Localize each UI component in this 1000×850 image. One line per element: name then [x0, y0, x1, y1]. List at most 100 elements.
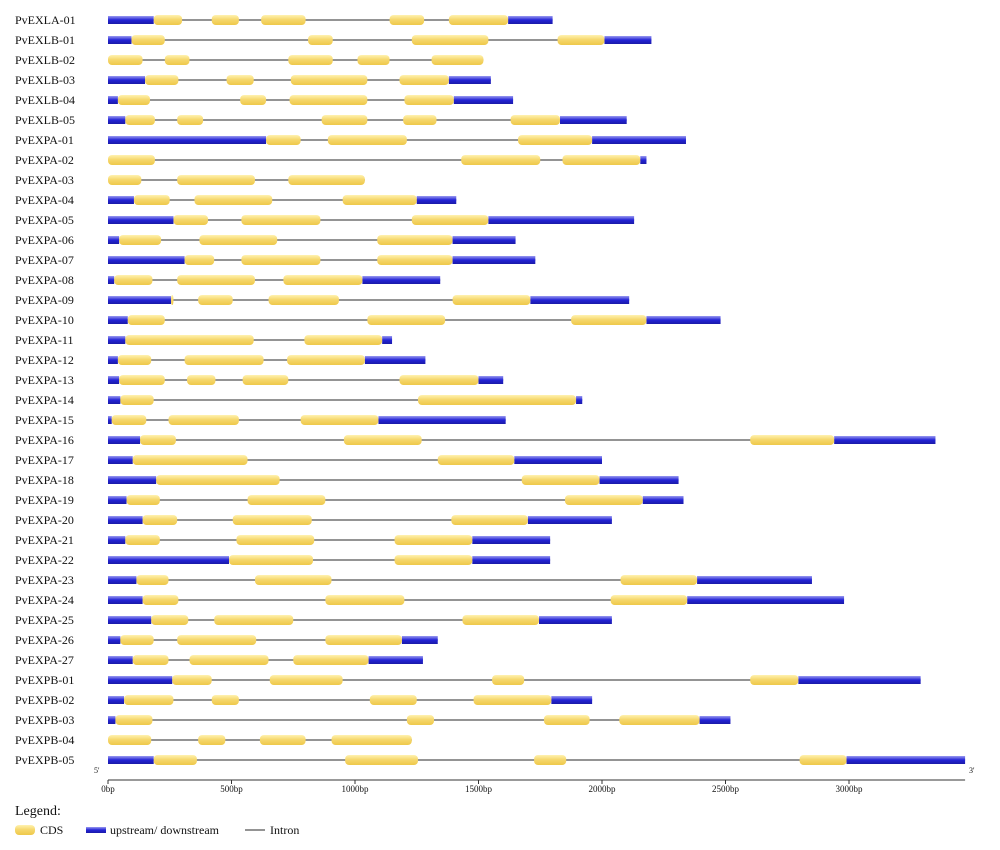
utr-segment	[514, 456, 602, 464]
utr-segment	[108, 576, 137, 584]
gene-label: PvEXLB-02	[15, 53, 75, 67]
cds-exon	[151, 615, 189, 625]
gene-row: PvEXPA-06	[15, 233, 516, 247]
cds-exon	[198, 735, 226, 745]
cds-exon	[125, 535, 160, 545]
cds-exon	[394, 535, 473, 545]
gene-label: PvEXPB-01	[15, 673, 74, 687]
cds-exon	[411, 35, 489, 45]
utr-segment	[108, 376, 120, 384]
cds-exon	[254, 575, 332, 585]
legend-swatch-utr	[86, 827, 106, 833]
utr-segment	[508, 16, 553, 24]
utr-segment	[472, 556, 551, 564]
cds-exon	[127, 315, 165, 325]
cds-exon	[357, 55, 390, 65]
cds-exon	[518, 135, 593, 145]
gene-row: PvEXPA-19	[15, 493, 684, 507]
gene-row: PvEXLB-03	[15, 73, 491, 87]
gene-row: PvEXLA-01	[15, 13, 553, 27]
cds-exon	[136, 575, 169, 585]
legend-title: Legend:	[15, 804, 61, 819]
cds-exon	[125, 335, 254, 345]
utr-segment	[478, 376, 504, 384]
cds-exon	[451, 515, 528, 525]
cds-exon	[173, 215, 209, 225]
cds-exon	[199, 235, 278, 245]
cds-exon	[229, 555, 314, 565]
cds-exon	[417, 395, 577, 405]
cds-exon	[259, 735, 306, 745]
gene-label: PvEXPA-07	[15, 253, 74, 267]
cds-exon	[404, 95, 454, 105]
legend-label-utr: upstream/ downstream	[110, 823, 220, 837]
legend: Legend: CDS upstream/ downstream Intron	[15, 804, 299, 837]
cds-exon	[172, 675, 212, 685]
gene-label: PvEXPA-13	[15, 373, 74, 387]
cds-exon	[452, 295, 531, 305]
cds-exon	[177, 115, 204, 125]
gene-label: PvEXPA-03	[15, 173, 74, 187]
utr-segment	[642, 496, 684, 504]
gene-row: PvEXLB-04	[15, 93, 514, 107]
cds-exon	[288, 175, 365, 185]
utr-segment	[530, 296, 630, 304]
cds-exon	[132, 655, 169, 665]
cds-exon	[304, 335, 383, 345]
cds-exon	[288, 55, 333, 65]
cds-exon	[177, 635, 257, 645]
cds-exon	[564, 495, 643, 505]
utr-segment	[108, 96, 118, 104]
utr-segment	[640, 156, 647, 164]
five-prime-label: 5'	[94, 766, 100, 775]
gene-row: PvEXPA-03	[15, 173, 365, 187]
cds-exon	[119, 235, 162, 245]
cds-exon	[300, 415, 379, 425]
gene-label: PvEXPA-05	[15, 213, 74, 227]
utr-segment	[108, 276, 115, 284]
cds-exon	[119, 375, 165, 385]
cds-exon	[268, 295, 339, 305]
axis-tick-label: 0bp	[101, 784, 115, 794]
gene-row: PvEXPB-04	[15, 733, 412, 747]
cds-exon	[226, 75, 254, 85]
cds-exon	[108, 175, 142, 185]
gene-label: PvEXPA-22	[15, 553, 74, 567]
utr-segment	[108, 136, 267, 144]
utr-segment	[108, 296, 171, 304]
gene-row: PvEXPB-01	[15, 673, 921, 687]
gene-label: PvEXPA-23	[15, 573, 74, 587]
gene-label: PvEXPA-12	[15, 353, 74, 367]
axis-tick-label: 1000bp	[342, 784, 370, 794]
gene-label: PvEXPA-06	[15, 233, 74, 247]
gene-row: PvEXPA-08	[15, 273, 441, 287]
utr-segment	[576, 396, 583, 404]
cds-exon	[345, 755, 418, 765]
utr-segment	[604, 36, 652, 44]
gene-label: PvEXPA-18	[15, 473, 74, 487]
cds-exon	[241, 215, 321, 225]
utr-segment	[401, 636, 438, 644]
utr-segment	[108, 76, 146, 84]
utr-segment	[599, 476, 679, 484]
utr-segment	[108, 716, 116, 724]
cds-exon	[389, 15, 425, 25]
utr-segment	[646, 316, 721, 324]
axis-tick-label: 1500bp	[465, 784, 493, 794]
gene-row: PvEXPA-17	[15, 453, 602, 467]
utr-segment	[551, 696, 593, 704]
cds-exon	[750, 435, 835, 445]
utr-segment	[798, 676, 921, 684]
utr-segment	[108, 356, 118, 364]
legend-label-intron: Intron	[270, 823, 299, 837]
cds-exon	[283, 275, 363, 285]
cds-exon	[242, 375, 289, 385]
cds-exon	[750, 675, 799, 685]
utr-segment	[108, 256, 185, 264]
utr-segment	[452, 236, 516, 244]
cds-exon	[462, 615, 540, 625]
utr-segment	[108, 596, 143, 604]
cds-exon	[403, 115, 437, 125]
cds-exon	[610, 595, 688, 605]
